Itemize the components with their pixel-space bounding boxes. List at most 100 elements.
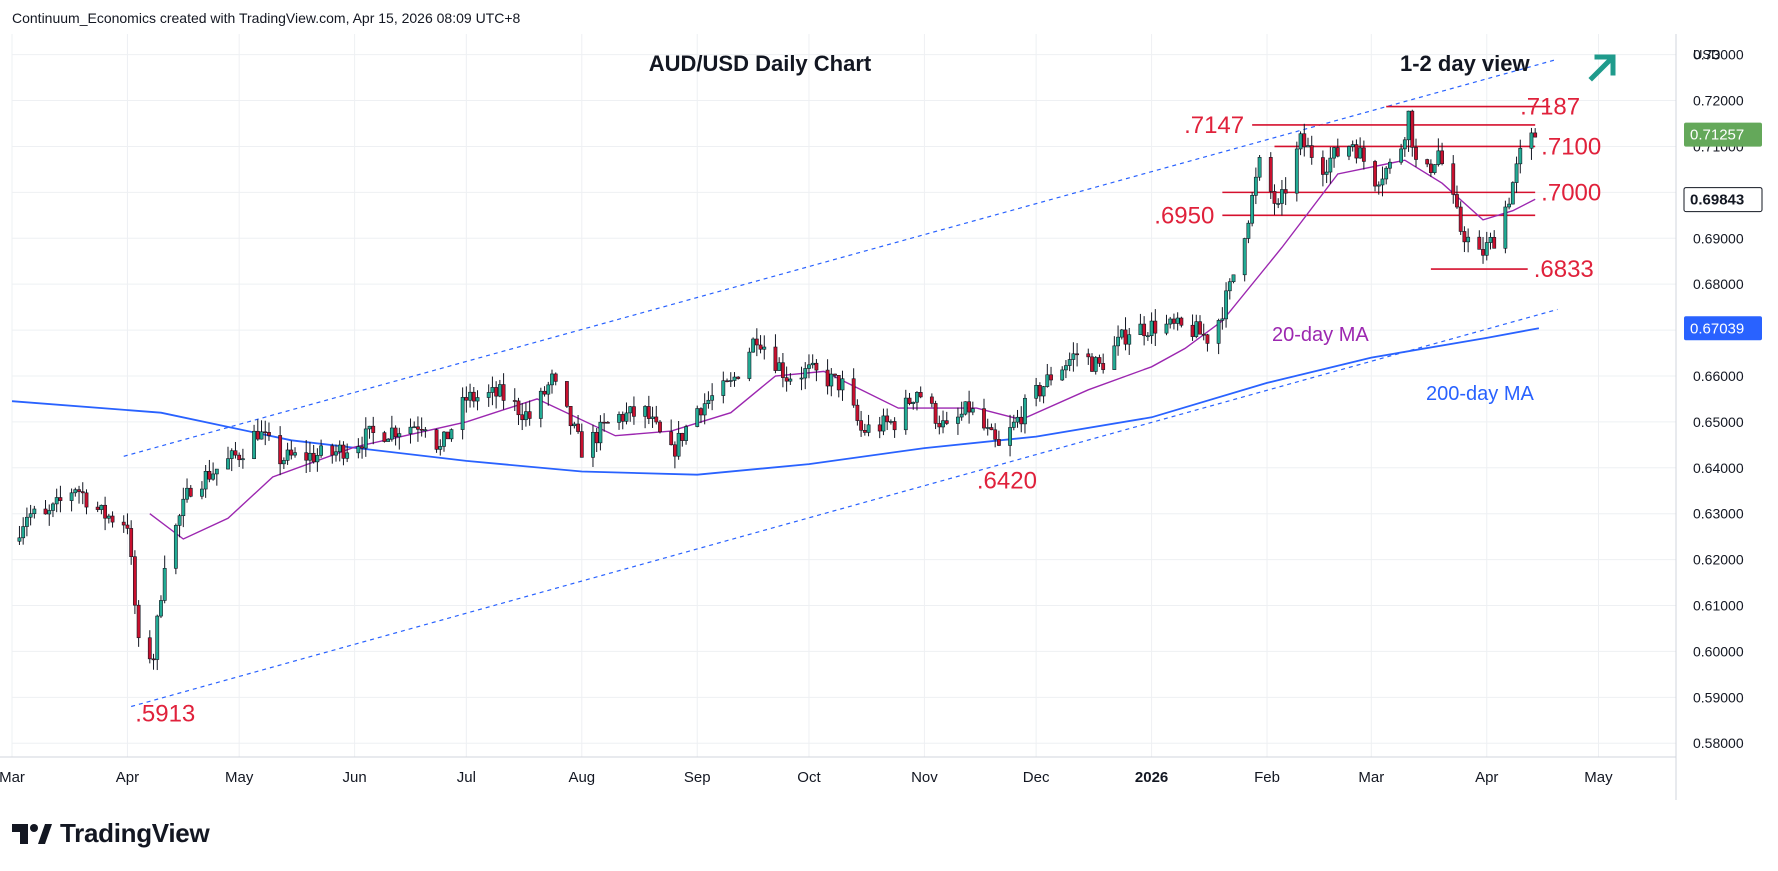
candle-up xyxy=(903,397,908,431)
candle-down xyxy=(1049,374,1053,381)
candle-up xyxy=(963,401,968,415)
level-label: .7000 xyxy=(1541,179,1601,206)
candle-down xyxy=(255,430,260,440)
candle-down xyxy=(1309,145,1314,158)
candle-up xyxy=(468,391,472,401)
candle-down xyxy=(672,444,677,457)
candle-up xyxy=(1298,133,1303,150)
candle-down xyxy=(993,429,998,440)
candle-down xyxy=(1410,110,1415,148)
candle-down xyxy=(434,429,439,450)
candle-up xyxy=(1503,206,1508,249)
candle-up xyxy=(449,429,454,440)
candle-down xyxy=(1335,147,1340,157)
candle-up xyxy=(799,377,804,380)
candle-down xyxy=(1455,194,1459,208)
candle-up xyxy=(159,600,163,617)
candle-up xyxy=(1246,222,1251,239)
candle-up xyxy=(762,346,767,350)
candle-down xyxy=(43,508,48,515)
candle-down xyxy=(646,406,651,419)
candle-up xyxy=(285,449,290,461)
candle-up xyxy=(1350,144,1355,147)
price-chart[interactable]: .7187 .7147 .7100 .7000 .6950 .6833 .5913 .6420… xyxy=(0,0,1778,800)
y-tick-label: 0.62000 xyxy=(1693,552,1744,568)
level-label: .7147 xyxy=(1184,112,1244,139)
candle-down xyxy=(110,515,115,523)
candle-up xyxy=(1253,176,1258,196)
candle-up xyxy=(99,504,104,510)
candle-up xyxy=(17,537,22,542)
candle-up xyxy=(1067,359,1072,366)
candle-up xyxy=(1175,317,1180,324)
candle-down xyxy=(129,528,134,558)
candle-up xyxy=(728,380,733,382)
candle-up xyxy=(490,387,495,393)
candle-down xyxy=(136,604,141,639)
candle-up xyxy=(367,425,372,430)
level-label: .7100 xyxy=(1541,133,1601,160)
candle-down xyxy=(1533,132,1538,138)
candle-up xyxy=(389,427,394,440)
candle-up xyxy=(803,368,808,379)
candle-down xyxy=(929,396,934,404)
price-badge-bg xyxy=(1683,187,1763,213)
candle-down xyxy=(658,421,662,433)
candle-down xyxy=(933,403,938,424)
price-badge-label: 0.69843 xyxy=(1690,192,1744,209)
channel-lower-line xyxy=(131,308,1558,708)
candle-down xyxy=(859,420,864,431)
candle-up xyxy=(829,373,834,387)
candle-up xyxy=(956,416,960,424)
candle-down xyxy=(982,408,986,429)
candle-down xyxy=(855,404,860,421)
candle-down xyxy=(654,416,659,423)
level-label: .6833 xyxy=(1534,256,1594,283)
candle-up xyxy=(1402,139,1407,150)
candle-up xyxy=(866,424,871,433)
candle-down xyxy=(780,362,785,378)
candle-down xyxy=(1425,159,1430,165)
candle-up xyxy=(226,458,230,470)
ma20-label: 20-day MA xyxy=(1272,324,1369,346)
candle-down xyxy=(80,491,85,494)
currency-label: USD xyxy=(1693,47,1720,62)
candle-up xyxy=(1466,236,1471,243)
candle-down xyxy=(784,377,789,382)
candle-up xyxy=(200,488,204,497)
candle-up xyxy=(1112,345,1117,370)
candle-down xyxy=(360,446,364,449)
candle-up xyxy=(1034,384,1039,399)
y-tick-label: 0.61000 xyxy=(1693,598,1744,614)
candle-up xyxy=(788,378,793,382)
candle-up xyxy=(363,428,368,449)
candle-down xyxy=(147,637,152,660)
candle-down xyxy=(1153,320,1158,334)
y-tick-label: 0.68000 xyxy=(1693,276,1744,292)
candle-down xyxy=(1458,206,1463,232)
candle-up xyxy=(1064,365,1068,371)
candle-down xyxy=(1361,147,1366,162)
candle-up xyxy=(337,444,342,453)
candle-up xyxy=(721,380,726,396)
candle-down xyxy=(263,431,268,434)
candle-down xyxy=(237,454,242,461)
candle-up xyxy=(695,408,700,427)
candle-down xyxy=(833,373,837,376)
candle-down xyxy=(885,415,890,423)
candle-up xyxy=(706,399,711,404)
candle-down xyxy=(967,401,972,413)
candle-up xyxy=(959,413,964,418)
candle-down xyxy=(464,397,469,401)
chart-title: AUD/USD Daily Chart xyxy=(649,51,872,76)
candle-down xyxy=(1198,321,1202,335)
candle-up xyxy=(173,525,178,569)
candle-up xyxy=(888,421,893,423)
candle-down xyxy=(330,445,335,456)
candle-down xyxy=(553,373,558,382)
candle-up xyxy=(162,568,167,601)
candle-down xyxy=(1142,323,1147,337)
tradingview-logo[interactable]: TradingView xyxy=(12,818,210,849)
candle-up xyxy=(1488,237,1493,243)
candle-down xyxy=(1172,318,1176,324)
